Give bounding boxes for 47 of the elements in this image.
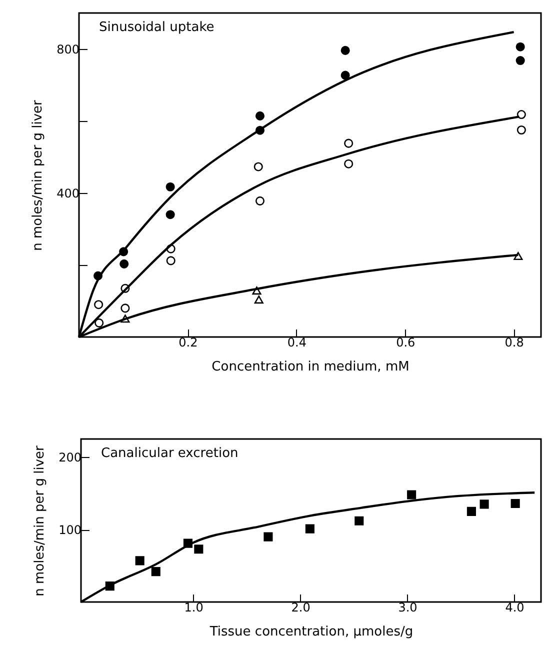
y-tick-label: 800 — [56, 42, 80, 56]
text: Canalicular excretion — [101, 446, 238, 461]
point — [344, 138, 354, 148]
point — [264, 532, 273, 542]
point — [254, 162, 263, 172]
point — [166, 182, 175, 192]
point — [466, 506, 476, 516]
point — [516, 110, 526, 120]
x-tick-label: 3.0 — [398, 600, 418, 614]
point — [120, 304, 130, 313]
point — [166, 210, 175, 220]
point — [135, 556, 144, 566]
point — [254, 296, 264, 304]
point — [305, 524, 314, 534]
point — [340, 46, 350, 55]
point — [166, 256, 176, 266]
x-tick-label: 0.2 — [178, 336, 198, 350]
point — [407, 490, 416, 500]
point — [354, 516, 364, 526]
y-axis-title: n moles/min per g liver — [30, 99, 46, 251]
y-tick-label: 100 — [58, 523, 82, 538]
y-tick-label: 400 — [56, 186, 80, 200]
point — [255, 196, 265, 206]
point — [194, 544, 204, 554]
x-axis-title: Concentration in medium, mM — [212, 360, 410, 374]
x-tick-label: 0.6 — [396, 336, 416, 350]
point — [120, 259, 129, 268]
point — [255, 111, 265, 120]
point — [94, 318, 104, 328]
point — [151, 567, 160, 576]
x-tick-label: 0.8 — [504, 336, 524, 350]
x-axis-title: Tissue concentration, µmoles/g — [208, 624, 414, 640]
point — [480, 500, 489, 509]
point — [340, 70, 350, 80]
point — [516, 56, 525, 66]
x-tick-label: 0.4 — [287, 336, 306, 350]
text: Sinusoidal uptake — [99, 20, 214, 35]
y-tick-label: 200 — [58, 450, 82, 465]
x-tick-label: 4.0 — [505, 600, 524, 614]
point — [94, 300, 104, 310]
y-axis-title: n moles/min per g liver — [32, 444, 48, 596]
point — [516, 125, 526, 135]
x-tick-label: 1.0 — [184, 600, 204, 614]
point — [344, 159, 354, 168]
x-tick-label: 2.0 — [291, 600, 310, 614]
point — [516, 42, 525, 52]
point — [510, 498, 520, 508]
